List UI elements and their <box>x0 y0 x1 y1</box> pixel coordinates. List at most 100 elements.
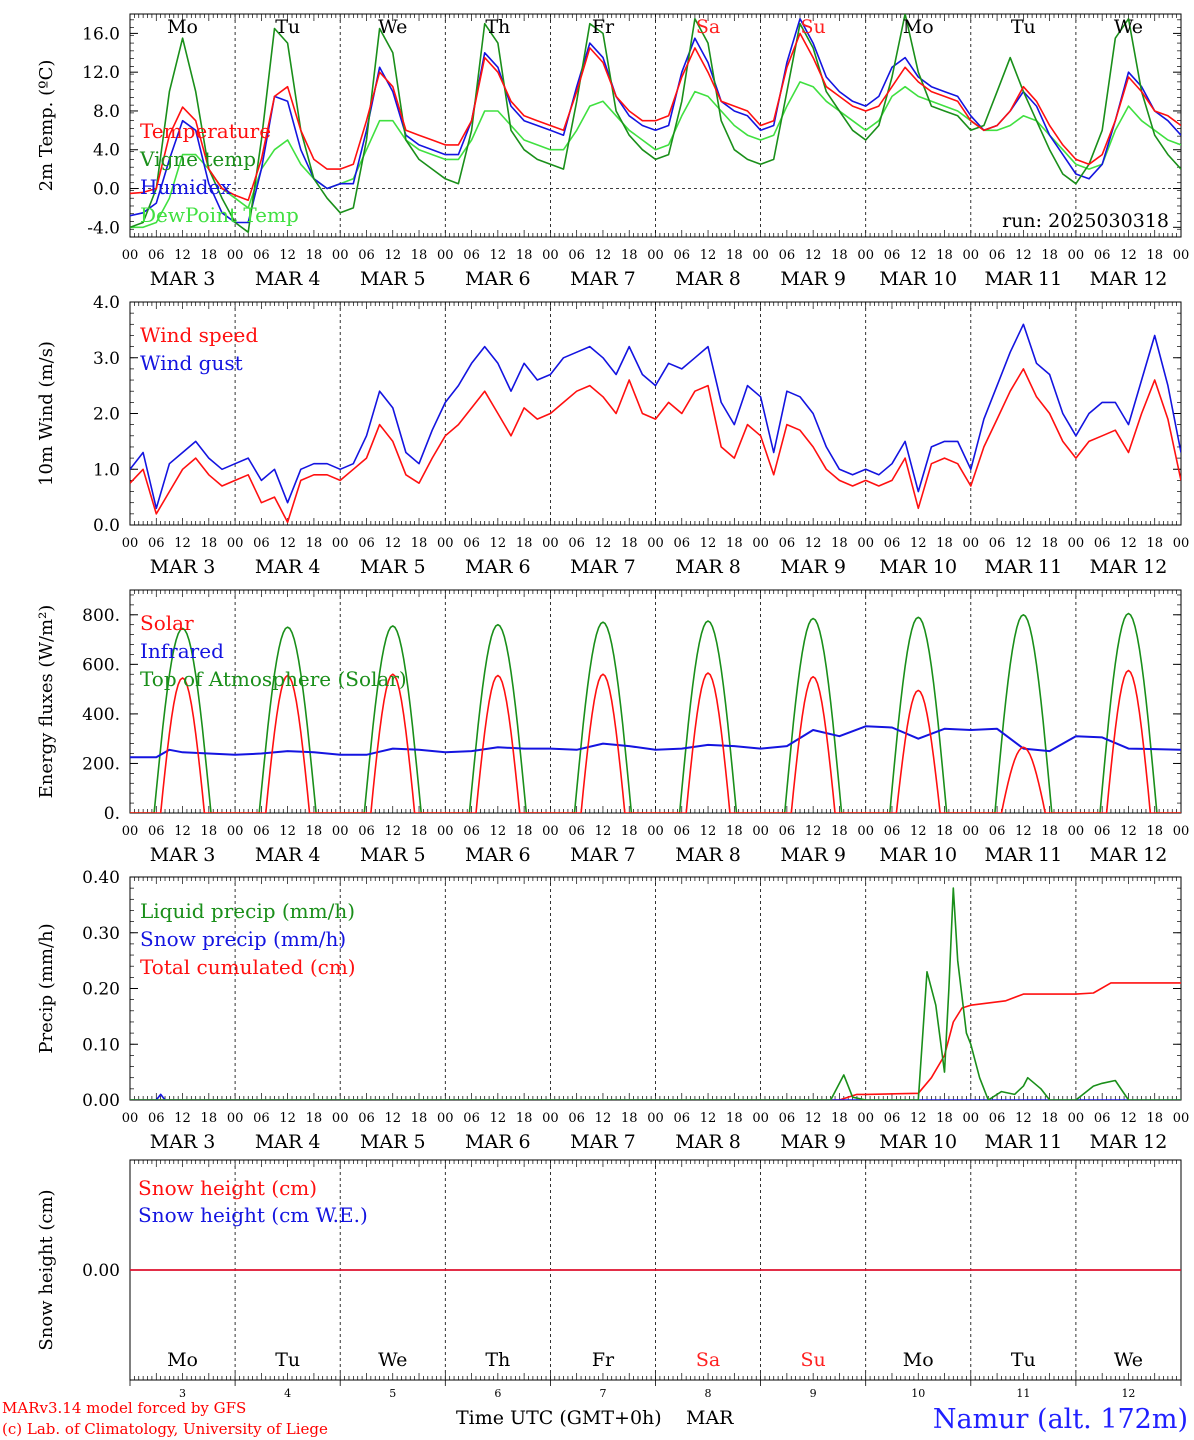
x-hour-label: 00 <box>963 248 980 263</box>
site-label: Namur (alt. 172m) <box>933 1404 1188 1435</box>
x-hour-label: 18 <box>516 824 533 839</box>
x-date-label: MAR 4 <box>255 268 321 290</box>
x-hour-label: 12 <box>805 536 822 551</box>
x-hour-label: 06 <box>253 248 270 263</box>
x-hour-label: 12 <box>490 536 507 551</box>
x-axis-label: Time UTC (GMT+0h) <box>456 1407 662 1429</box>
x-hour-label: 06 <box>148 248 165 263</box>
x-date-label: MAR 8 <box>675 268 741 290</box>
x-hour-label: 12 <box>1015 248 1032 263</box>
x-hour-label: 18 <box>831 824 848 839</box>
x-hour-label: 18 <box>306 536 323 551</box>
x-date-label: MAR 8 <box>675 1131 741 1153</box>
y-tick-label: 12.0 <box>82 63 120 83</box>
x-hour-label: 00 <box>122 536 139 551</box>
day-number-label: 5 <box>389 1387 396 1400</box>
series-line-solar <box>130 669 1181 813</box>
x-hour-label: 06 <box>989 536 1006 551</box>
x-hour-label: 18 <box>1146 1111 1163 1126</box>
x-date-label: MAR 6 <box>465 268 531 290</box>
x-hour-label: 00 <box>227 248 244 263</box>
x-date-label: MAR 6 <box>465 1131 531 1153</box>
x-hour-label: 00 <box>1068 248 1085 263</box>
x-hour-label: 00 <box>122 248 139 263</box>
x-hour-label: 00 <box>963 824 980 839</box>
x-hour-label: 18 <box>411 536 428 551</box>
x-hour-label: 18 <box>1041 248 1058 263</box>
x-hour-label: 18 <box>1146 248 1163 263</box>
x-hour-label: 06 <box>148 536 165 551</box>
legend-entry: Vigne temp <box>139 147 256 171</box>
x-hour-label: 12 <box>1120 1111 1137 1126</box>
x-date-label: MAR 7 <box>570 1131 636 1153</box>
x-hour-label: 18 <box>936 536 953 551</box>
x-hour-label: 00 <box>332 824 349 839</box>
plot-frame <box>129 301 1182 526</box>
x-date-label: MAR 4 <box>255 1131 321 1153</box>
y-tick-label: 0.10 <box>82 1035 120 1055</box>
x-date-label: MAR 7 <box>570 844 636 866</box>
x-hour-label: 06 <box>463 1111 480 1126</box>
x-hour-label: 00 <box>1173 824 1190 839</box>
x-hour-label: 06 <box>884 536 901 551</box>
x-hour-label: 06 <box>674 536 691 551</box>
x-date-label: MAR 11 <box>984 556 1062 578</box>
panel-5: 0.00 Snow height (cm) Snow height (cm) Snow… <box>36 1159 1182 1400</box>
x-hour-label: 18 <box>411 1111 428 1126</box>
series-line-dewpoint-temp <box>130 81 1181 229</box>
x-date-label: MAR 11 <box>984 844 1062 866</box>
x-hour-label: 18 <box>1041 536 1058 551</box>
x-hour-label: 12 <box>174 824 191 839</box>
x-hour-label: 18 <box>201 248 218 263</box>
x-date-label: MAR 9 <box>780 268 846 290</box>
x-hour-label: 00 <box>437 824 454 839</box>
x-date-label: MAR 12 <box>1090 1131 1168 1153</box>
x-hour-label: 06 <box>358 536 375 551</box>
panel-4: 0.00 0.10 0.20 0.30 0.40 Precip (mm/h) 00 06 12 1… <box>36 868 1189 1153</box>
day-number-label: 9 <box>810 1387 817 1400</box>
y-axis-label: Precip (mm/h) <box>36 923 57 1053</box>
x-hour-label: 06 <box>253 1111 270 1126</box>
y-axis-label: Snow height (cm) <box>36 1189 57 1350</box>
x-date-label: MAR 7 <box>570 268 636 290</box>
x-hour-label: 18 <box>306 824 323 839</box>
x-hour-label: 00 <box>752 824 769 839</box>
x-hour-label: 00 <box>752 536 769 551</box>
x-hour-label: 00 <box>1068 1111 1085 1126</box>
x-hour-label: 12 <box>384 248 401 263</box>
x-hour-label: 12 <box>384 824 401 839</box>
x-date-label: MAR 4 <box>255 556 321 578</box>
x-hour-label: 06 <box>884 248 901 263</box>
legend-entry: Temperature <box>140 119 271 143</box>
x-hour-label: 00 <box>857 1111 874 1126</box>
series-line-top-of-atmosphere-solar- <box>130 612 1181 813</box>
x-hour-label: 18 <box>1146 536 1163 551</box>
y-tick-label: -4.0 <box>87 218 120 238</box>
y-tick-label: 0.40 <box>82 868 120 888</box>
weekday-label: We <box>1114 1349 1143 1371</box>
x-date-label: MAR 12 <box>1090 556 1168 578</box>
x-hour-label: 00 <box>542 248 559 263</box>
x-hour-label: 18 <box>831 536 848 551</box>
x-hour-label: 06 <box>568 536 585 551</box>
y-axis-label: Energy fluxes (W/m²) <box>36 605 57 799</box>
x-hour-label: 12 <box>1120 824 1137 839</box>
x-hour-label: 06 <box>779 248 796 263</box>
x-hour-label: 00 <box>963 1111 980 1126</box>
x-hour-label: 06 <box>358 824 375 839</box>
x-hour-label: 18 <box>516 248 533 263</box>
x-hour-label: 00 <box>1068 536 1085 551</box>
legend-entry: Snow height (cm W.E.) <box>138 1203 368 1227</box>
x-hour-label: 00 <box>542 1111 559 1126</box>
x-date-label: MAR 11 <box>984 1131 1062 1153</box>
x-hour-label: 12 <box>490 1111 507 1126</box>
y-tick-label: 0.0 <box>93 516 120 536</box>
y-tick-label: 0.00 <box>82 1261 120 1281</box>
x-date-label: MAR 5 <box>360 1131 426 1153</box>
plot-area <box>130 887 1181 1100</box>
x-hour-label: 12 <box>910 824 927 839</box>
x-hour-label: 18 <box>831 1111 848 1126</box>
x-hour-label: 00 <box>1173 1111 1190 1126</box>
x-date-label: MAR 5 <box>360 556 426 578</box>
weekday-label: Tu <box>1011 16 1036 38</box>
